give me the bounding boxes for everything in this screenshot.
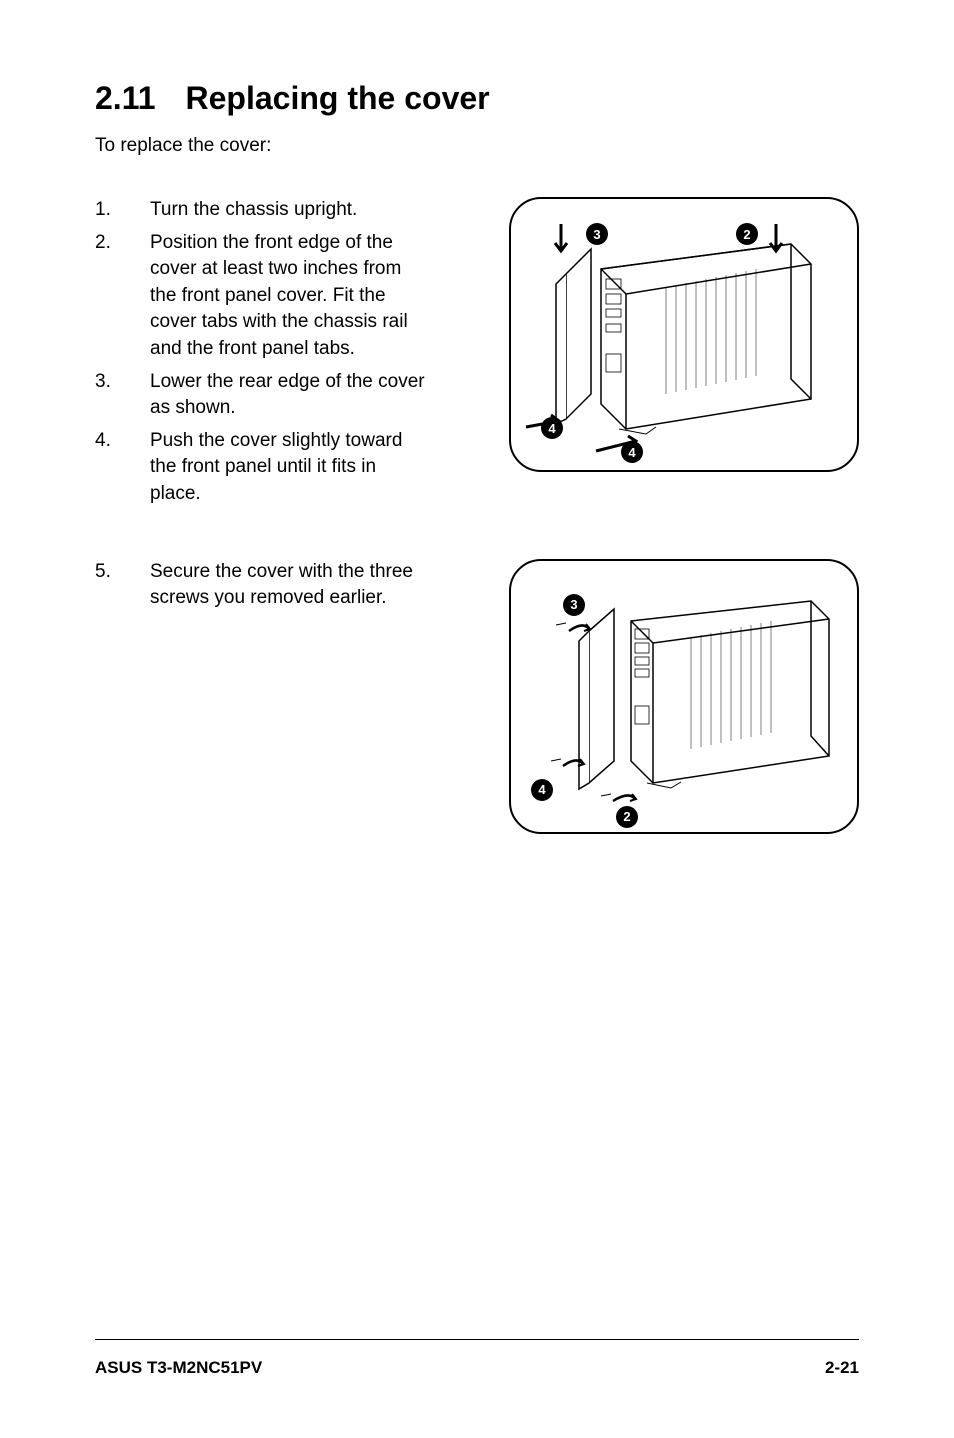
footer-page-number: 2-21 [825,1358,859,1378]
steps-list-1: Turn the chassis upright. Position the f… [95,197,425,508]
badge-2: 2 [736,223,758,245]
section-title: Replacing the cover [186,80,490,116]
step-2: Position the front edge of the cover at … [95,230,425,363]
step-4: Push the cover slightly toward the front… [95,428,425,508]
page-footer: ASUS T3-M2NC51PV 2-21 [95,1339,859,1378]
badge-3: 3 [586,223,608,245]
badge-4b: 4 [621,441,643,463]
chassis-illustration-1 [511,199,859,472]
footer-product: ASUS T3-M2NC51PV [95,1358,262,1378]
step-3: Lower the rear edge of the cover as show… [95,369,425,422]
diagram-1: 3 2 4 4 [509,197,859,472]
section-number: 2.11 [95,80,156,117]
text-column-2: Secure the cover with the three screws y… [95,559,425,834]
badge-4: 4 [531,779,553,801]
content-row-1: Turn the chassis upright. Position the f… [95,197,859,514]
diagram-2: 3 4 2 [509,559,859,834]
content-row-2: Secure the cover with the three screws y… [95,559,859,834]
image-column-2: 3 4 2 [445,559,859,834]
section-heading: 2.11 Replacing the cover [95,80,859,117]
intro-text: To replace the cover: [95,135,859,157]
badge-2: 2 [616,806,638,828]
badge-4a: 4 [541,417,563,439]
steps-list-2: Secure the cover with the three screws y… [95,559,425,612]
step-1: Turn the chassis upright. [95,197,425,224]
step-5: Secure the cover with the three screws y… [95,559,425,612]
badge-3: 3 [563,594,585,616]
text-column-1: Turn the chassis upright. Position the f… [95,197,425,514]
image-column-1: 3 2 4 4 [445,197,859,514]
